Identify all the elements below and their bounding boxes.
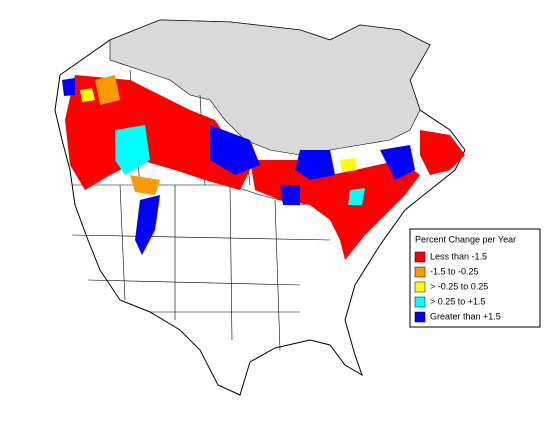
- legend: Percent Change per Year Less than -1.5 -1…: [409, 228, 541, 328]
- change-region: [280, 185, 300, 205]
- legend-label: -1.5 to -0.25: [430, 266, 479, 276]
- change-region: [348, 188, 365, 205]
- change-region: [210, 125, 260, 175]
- legend-swatch: [414, 296, 426, 308]
- change-region: [420, 130, 465, 175]
- legend-label: Greater than +1.5: [430, 311, 501, 321]
- change-region: [135, 195, 160, 255]
- change-region: [130, 175, 160, 195]
- legend-box: [409, 228, 541, 328]
- northern-region: [109, 19, 431, 156]
- change-region: [115, 125, 150, 175]
- change-region: [65, 75, 250, 190]
- change-region: [62, 78, 75, 96]
- legend-title: Percent Change per Year: [415, 234, 516, 244]
- change-region: [295, 150, 335, 180]
- legend-swatch: [414, 311, 426, 323]
- change-regions: [62, 75, 465, 260]
- change-region: [380, 145, 415, 180]
- legend-swatch: [414, 266, 426, 278]
- legend-swatch: [414, 281, 426, 293]
- legend-label: > 0.25 to +1.5: [430, 296, 486, 306]
- legend-label: > -0.25 to 0.25: [430, 281, 488, 291]
- change-region: [95, 75, 120, 105]
- change-region: [340, 158, 357, 172]
- legend-items: Less than -1.5 -1.5 to -0.25 > -0.25 to 0.…: [414, 251, 501, 323]
- legend-swatch: [414, 251, 426, 263]
- change-region: [80, 88, 95, 102]
- legend-label: Less than -1.5: [430, 251, 487, 261]
